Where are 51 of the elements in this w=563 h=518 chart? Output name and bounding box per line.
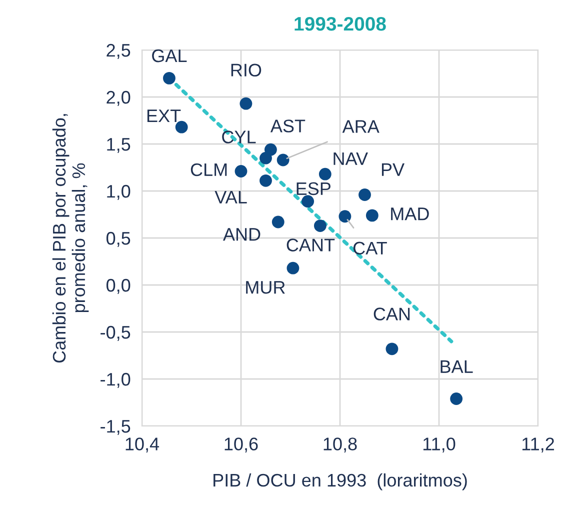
x-tick-label: 11,2 [522,438,554,453]
point [318,168,332,180]
y-tick-label: 0,0 [106,278,130,294]
annotation: AND [222,228,260,241]
point [366,209,378,222]
point [314,220,326,232]
annotation: PV [382,163,404,176]
point [302,195,314,208]
y-tick-label: -0,5 [100,326,130,341]
annotation: RIO [231,64,262,76]
point [175,120,188,134]
x-tick-label: 10,6 [224,438,258,453]
annotation: AST [270,120,306,132]
annotation: ESP [296,182,330,196]
annotation: CAT [353,242,387,255]
point [358,188,371,201]
point [163,72,176,84]
y-tick-label: 1,0 [107,184,130,200]
x-tick-label: 11,0 [423,438,456,453]
annotation: VAL [214,190,247,204]
point [286,262,300,274]
x-tick-label: 10,4 [126,438,160,453]
y-axis-title: Cambio en el PIB por ocupado, promedio anual, % [52,114,89,363]
point [272,216,284,228]
annotation: BAL [440,360,473,373]
annotation: NAV [334,152,368,165]
annotation: CANT [286,238,335,252]
y-tick-label: -1,5 [100,420,130,435]
y-tick-label: 2,5 [106,44,130,59]
point [450,392,463,405]
x-tick-label: 10,8 [324,438,357,453]
x-axis-title: PIB / OCU en 1993 (loraritmos) [214,473,467,490]
point [386,342,398,356]
annotation: CLM [190,163,227,176]
point [260,152,272,164]
point [338,210,352,223]
annotation: ARA [342,120,380,133]
annotation: GAL [152,49,187,62]
y-tick-label: 0,5 [106,232,130,247]
y-tick-label: -1,0 [100,372,130,388]
annotation: MAD [391,208,429,220]
y-tick-label: 1,5 [107,138,130,153]
point [260,174,272,187]
chart-title: 1993-2008 [294,16,386,31]
point [234,165,248,178]
point [240,97,252,110]
annotation: MUR [246,281,285,294]
point [276,154,290,166]
annotation: EXT [147,110,181,122]
annotation: CAN [374,308,410,320]
y-tick-label: 2,0 [106,90,130,106]
